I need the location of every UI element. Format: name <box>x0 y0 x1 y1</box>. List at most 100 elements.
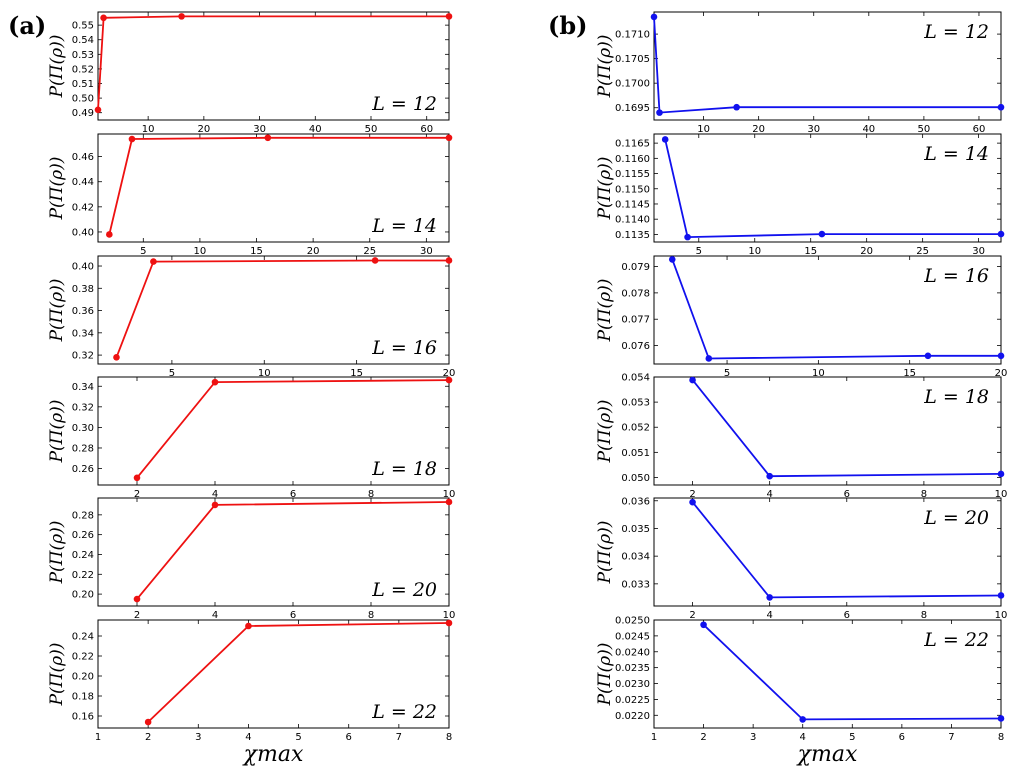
x-tick-label: 7 <box>396 732 402 743</box>
x-axis-label: χmax <box>242 742 304 767</box>
data-point <box>245 622 252 630</box>
y-tick-label: 0.16 <box>72 712 94 723</box>
data-point <box>689 498 696 506</box>
x-tick-label: 3 <box>750 732 756 743</box>
y-tick-label: 0.036 <box>621 496 650 507</box>
x-tick-label: 5 <box>724 368 730 379</box>
plot-frame <box>97 255 450 365</box>
data-point <box>128 135 136 143</box>
data-point <box>705 355 713 362</box>
x-tick-label: 15 <box>350 368 363 379</box>
data-point <box>799 716 807 723</box>
x-tick-label: 8 <box>368 489 374 500</box>
y-tick-label: 0.18 <box>72 692 94 703</box>
data-point <box>264 134 272 142</box>
y-tick-label: 0.1695 <box>615 103 650 114</box>
series-line <box>108 136 449 235</box>
x-tick-label: 50 <box>365 124 378 135</box>
y-tick-label: 0.24 <box>72 550 94 561</box>
chart-a-1: 10 20 30 40 50 60 0.49 0.50 0.51 0.52 0.53 0.54 0.55… <box>47 11 453 135</box>
y-tick-label: 0.1705 <box>615 54 650 65</box>
data-point <box>445 257 453 264</box>
x-tick-label: 7 <box>948 732 954 743</box>
system-size-label: L = 22 <box>923 629 989 651</box>
x-tick-label: 25 <box>916 246 929 257</box>
x-axis-label: χmax <box>796 742 858 767</box>
x-tick-label: 5 <box>295 732 301 743</box>
data-point <box>766 472 773 480</box>
y-tick-label: 0.40 <box>72 227 94 238</box>
x-tick-label: 15 <box>903 368 916 379</box>
y-tick-label: 0.033 <box>621 579 650 590</box>
x-tick-label: 5 <box>169 368 175 379</box>
panel-a-label: (a) <box>8 11 46 40</box>
chart-b-4: 2 4 6 8 10 0.050 0.051 0.052 0.053 0.054 P(Π(ρ)) L … <box>595 373 1007 501</box>
x-tick-label: 10 <box>812 368 825 379</box>
y-axis-label: P(Π(ρ)) <box>47 400 67 464</box>
x-tick-label: 40 <box>309 124 322 135</box>
system-size-label: L = 18 <box>371 458 437 480</box>
x-tick-label: 10 <box>995 489 1008 500</box>
y-tick-label: 0.076 <box>621 341 650 352</box>
x-tick-label: 5 <box>849 732 855 743</box>
x-tick-label: 20 <box>443 368 456 379</box>
x-tick-label: 2 <box>145 732 151 743</box>
panel-b-label: (b) <box>548 11 588 40</box>
data-point <box>150 258 157 265</box>
plot-frame <box>653 11 1002 121</box>
y-axis-label: P(Π(ρ)) <box>595 279 615 343</box>
x-tick-label: 4 <box>800 732 806 743</box>
data-point <box>178 13 185 20</box>
y-tick-label: 0.32 <box>72 402 94 413</box>
x-tick-label: 4 <box>766 610 772 621</box>
data-point <box>445 376 453 384</box>
data-point <box>684 233 691 241</box>
y-tick-label: 0.1165 <box>615 139 650 150</box>
x-tick-label: 20 <box>995 368 1008 379</box>
series-line <box>653 16 1001 114</box>
chart-b-3: 5 10 15 20 0.076 0.077 0.078 0.079 P(Π(ρ)) L = 16 <box>595 255 1008 379</box>
y-tick-label: 0.22 <box>72 570 94 581</box>
x-tick-label: 4 <box>212 489 218 500</box>
y-tick-label: 0.034 <box>621 552 650 563</box>
y-tick-label: 0.55 <box>72 21 94 32</box>
data-point <box>997 592 1005 599</box>
y-tick-label: 0.52 <box>72 64 94 75</box>
data-point <box>211 378 219 386</box>
x-tick-label: 2 <box>700 732 706 743</box>
chart-a-6: 1 2 3 4 5 6 7 8 0.16 0.18 0.20 0.22 0.24 P(Π(ρ)) L = 2… <box>47 619 453 767</box>
x-tick-label: 8 <box>998 732 1004 743</box>
x-tick-label: 6 <box>290 610 296 621</box>
y-tick-label: 0.51 <box>72 79 94 90</box>
x-tick-label: 15 <box>804 246 817 257</box>
y-tick-label: 0.053 <box>621 398 650 409</box>
y-tick-label: 0.34 <box>72 382 94 393</box>
x-tick-label: 60 <box>420 124 433 135</box>
y-tick-label: 0.0250 <box>615 616 650 627</box>
y-tick-label: 0.0230 <box>615 679 650 690</box>
y-tick-label: 0.22 <box>72 652 94 663</box>
y-tick-label: 0.28 <box>72 510 94 521</box>
y-tick-label: 0.34 <box>72 328 94 339</box>
y-tick-label: 0.054 <box>621 373 650 384</box>
y-tick-label: 0.050 <box>621 473 650 484</box>
y-axis-label: P(Π(ρ)) <box>47 279 67 343</box>
data-point <box>106 231 113 238</box>
x-tick-label: 20 <box>860 246 873 257</box>
x-tick-label: 15 <box>250 246 263 257</box>
x-tick-label: 40 <box>862 124 875 135</box>
x-tick-label: 10 <box>995 610 1008 621</box>
x-tick-label: 6 <box>346 732 352 743</box>
y-tick-label: 0.54 <box>72 35 94 46</box>
x-tick-label: 20 <box>307 246 320 257</box>
data-point <box>997 103 1005 111</box>
y-axis-label: P(Π(ρ)) <box>47 157 67 221</box>
y-tick-label: 0.1150 <box>615 184 650 195</box>
y-axis-label: P(Π(ρ)) <box>595 157 615 221</box>
y-tick-label: 0.46 <box>72 152 94 163</box>
x-tick-label: 6 <box>899 732 905 743</box>
y-axis-label: P(Π(ρ)) <box>595 643 615 707</box>
x-tick-label: 30 <box>420 246 433 257</box>
y-tick-label: 0.051 <box>621 448 650 459</box>
y-axis-label: P(Π(ρ)) <box>47 643 67 707</box>
